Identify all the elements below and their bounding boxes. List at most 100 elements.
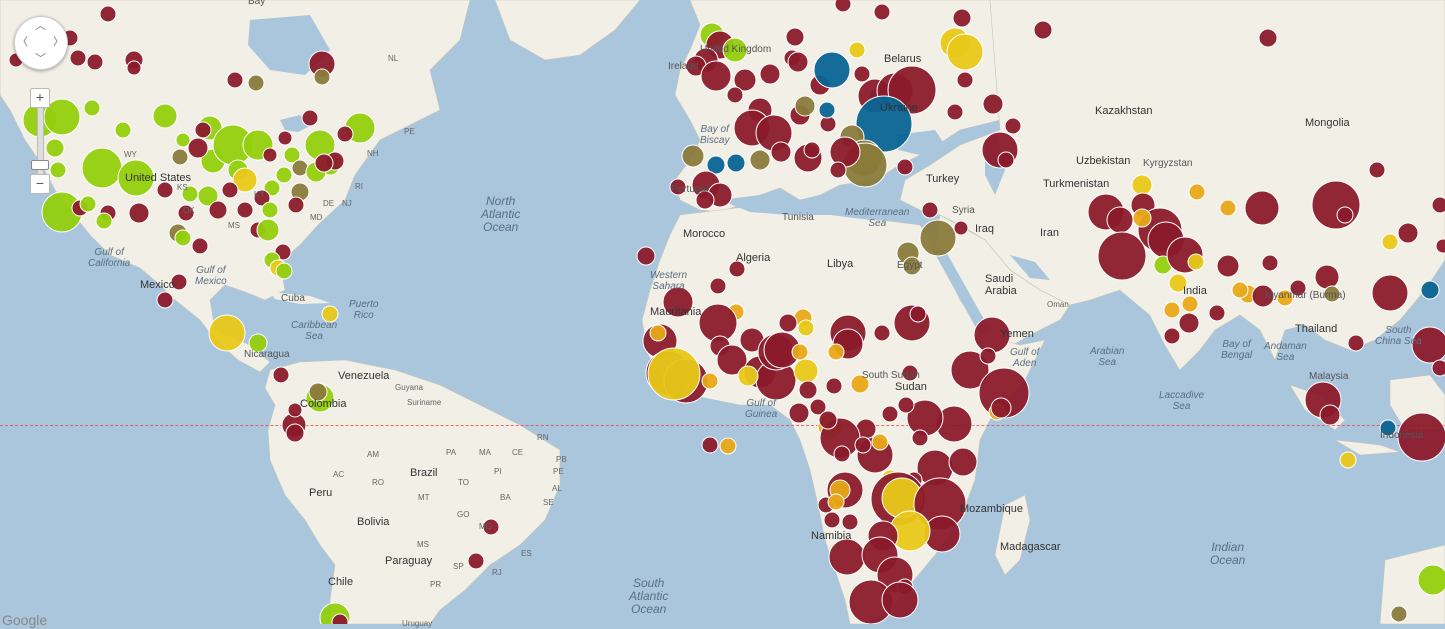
data-marker[interactable] <box>275 262 293 280</box>
data-marker[interactable] <box>1004 117 1022 135</box>
data-marker[interactable] <box>81 147 123 189</box>
zoom-slider-handle[interactable] <box>31 160 49 170</box>
data-marker[interactable] <box>1261 254 1279 272</box>
data-marker[interactable] <box>1381 233 1399 251</box>
data-marker[interactable] <box>287 196 305 214</box>
data-marker[interactable] <box>1411 326 1445 364</box>
data-marker[interactable] <box>953 220 969 236</box>
data-marker[interactable] <box>170 273 188 291</box>
data-marker[interactable] <box>647 347 701 401</box>
data-marker[interactable] <box>1314 264 1340 290</box>
data-marker[interactable] <box>979 347 997 365</box>
pan-down-icon[interactable]: ﹀ <box>35 53 46 65</box>
data-marker[interactable] <box>982 93 1004 115</box>
data-marker[interactable] <box>1131 174 1153 196</box>
data-marker[interactable] <box>853 65 871 83</box>
pan-left-icon[interactable]: 〈 <box>17 36 28 48</box>
data-marker[interactable] <box>1435 238 1445 254</box>
data-marker[interactable] <box>272 366 290 384</box>
data-marker[interactable] <box>1181 295 1199 313</box>
data-marker[interactable] <box>177 204 195 222</box>
data-marker[interactable] <box>275 166 293 184</box>
data-marker[interactable] <box>152 103 178 129</box>
data-marker[interactable] <box>283 146 301 164</box>
data-marker[interactable] <box>232 167 258 193</box>
data-marker[interactable] <box>1216 254 1240 278</box>
data-marker[interactable] <box>1033 20 1053 40</box>
data-marker[interactable] <box>236 201 254 219</box>
data-marker[interactable] <box>669 178 687 196</box>
data-marker[interactable] <box>171 148 189 166</box>
data-marker[interactable] <box>990 397 1012 419</box>
data-marker[interactable] <box>1188 183 1206 201</box>
data-marker[interactable] <box>829 161 847 179</box>
data-marker[interactable] <box>788 402 810 424</box>
data-marker[interactable] <box>331 613 349 624</box>
data-marker[interactable] <box>787 51 809 73</box>
data-marker[interactable] <box>911 429 929 447</box>
data-marker[interactable] <box>956 71 974 89</box>
data-marker[interactable] <box>706 155 726 175</box>
data-marker[interactable] <box>226 71 244 89</box>
data-marker[interactable] <box>247 74 265 92</box>
data-marker[interactable] <box>797 319 815 337</box>
data-marker[interactable] <box>833 445 851 463</box>
data-marker[interactable] <box>737 365 759 387</box>
data-marker[interactable] <box>262 147 278 163</box>
data-marker[interactable] <box>909 305 927 323</box>
data-marker[interactable] <box>1319 404 1341 426</box>
data-marker[interactable] <box>1339 451 1357 469</box>
data-marker[interactable] <box>256 218 280 242</box>
pan-control[interactable]: ︿ ﹀ 〈 〉 <box>14 16 68 70</box>
data-marker[interactable] <box>1276 289 1294 307</box>
data-marker[interactable] <box>695 190 715 210</box>
data-marker[interactable] <box>841 513 859 531</box>
data-marker[interactable] <box>881 405 899 423</box>
data-marker[interactable] <box>897 396 915 414</box>
data-marker[interactable] <box>1231 281 1249 299</box>
data-marker[interactable] <box>1163 301 1181 319</box>
data-marker[interactable] <box>1431 196 1445 214</box>
data-marker[interactable] <box>827 493 845 511</box>
data-marker[interactable] <box>823 511 841 529</box>
data-marker[interactable] <box>208 314 246 352</box>
data-marker[interactable] <box>1251 284 1275 308</box>
data-marker[interactable] <box>778 313 798 333</box>
data-marker[interactable] <box>285 423 305 443</box>
data-marker[interactable] <box>1390 605 1408 623</box>
data-marker[interactable] <box>277 130 293 146</box>
data-marker[interactable] <box>1311 180 1361 230</box>
data-marker[interactable] <box>253 189 271 207</box>
data-marker[interactable] <box>921 201 939 219</box>
data-marker[interactable] <box>901 364 919 382</box>
data-marker[interactable] <box>803 141 821 159</box>
data-marker[interactable] <box>49 161 67 179</box>
data-marker[interactable] <box>1323 285 1341 303</box>
data-marker[interactable] <box>700 60 732 92</box>
data-marker[interactable] <box>174 229 192 247</box>
data-marker[interactable] <box>649 324 667 342</box>
data-marker[interactable] <box>175 132 191 148</box>
data-marker[interactable] <box>248 333 268 353</box>
data-marker[interactable] <box>726 153 746 173</box>
data-marker[interactable] <box>733 68 757 92</box>
data-marker[interactable] <box>291 159 309 177</box>
data-marker[interactable] <box>1106 206 1134 234</box>
pan-up-icon[interactable]: ︿ <box>35 20 46 32</box>
data-marker[interactable] <box>114 121 132 139</box>
data-marker[interactable] <box>1163 327 1181 345</box>
data-marker[interactable] <box>1097 231 1147 281</box>
data-marker[interactable] <box>321 305 339 323</box>
data-marker[interactable] <box>794 95 816 117</box>
data-marker[interactable] <box>825 377 843 395</box>
data-marker[interactable] <box>793 358 819 384</box>
data-marker[interactable] <box>719 437 737 455</box>
data-marker[interactable] <box>261 201 279 219</box>
data-marker[interactable] <box>791 343 809 361</box>
data-marker[interactable] <box>950 350 990 390</box>
data-marker[interactable] <box>156 181 174 199</box>
data-marker[interactable] <box>126 60 142 76</box>
data-marker[interactable] <box>850 374 870 394</box>
data-marker[interactable] <box>726 86 744 104</box>
data-marker[interactable] <box>709 277 727 295</box>
